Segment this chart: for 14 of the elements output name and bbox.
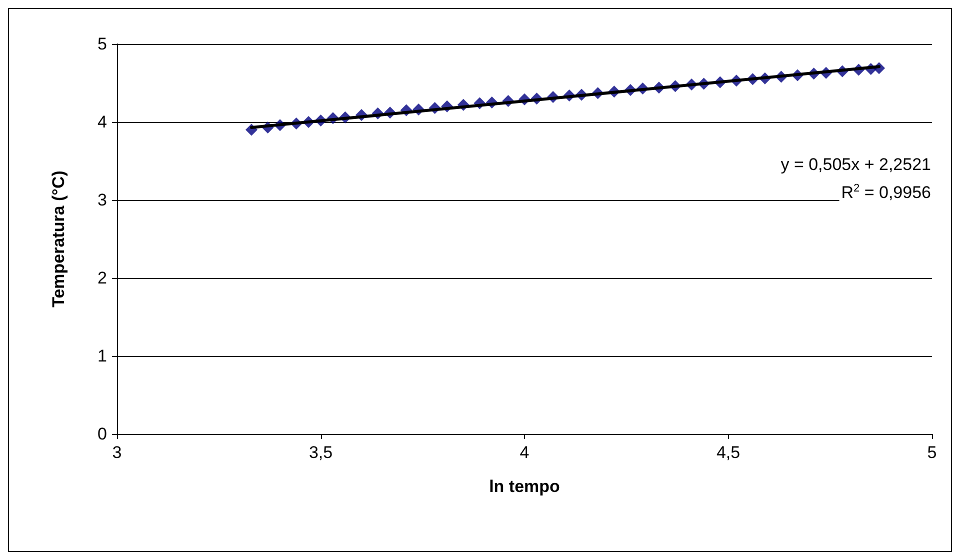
y-tick-label: 5 [98,34,107,54]
x-tick-label: 4,5 [716,443,740,462]
x-tick-label: 5 [927,443,937,462]
y-tick-label: 1 [98,346,107,366]
x-tick-label: 3,5 [308,443,333,462]
y-tick-label: 2 [98,268,107,288]
x-axis-title: ln tempo [489,477,560,496]
y-axis-title: Temperatura (°C) [49,170,68,308]
y-tick-label: 0 [98,424,107,444]
annotation: y = 0,505x + 2,2521 [780,155,932,174]
y-tick-label: 3 [98,190,107,210]
y-tick-label: 4 [98,112,107,132]
x-tick-label: 4 [520,443,530,462]
x-tick-label: 3 [112,443,122,462]
